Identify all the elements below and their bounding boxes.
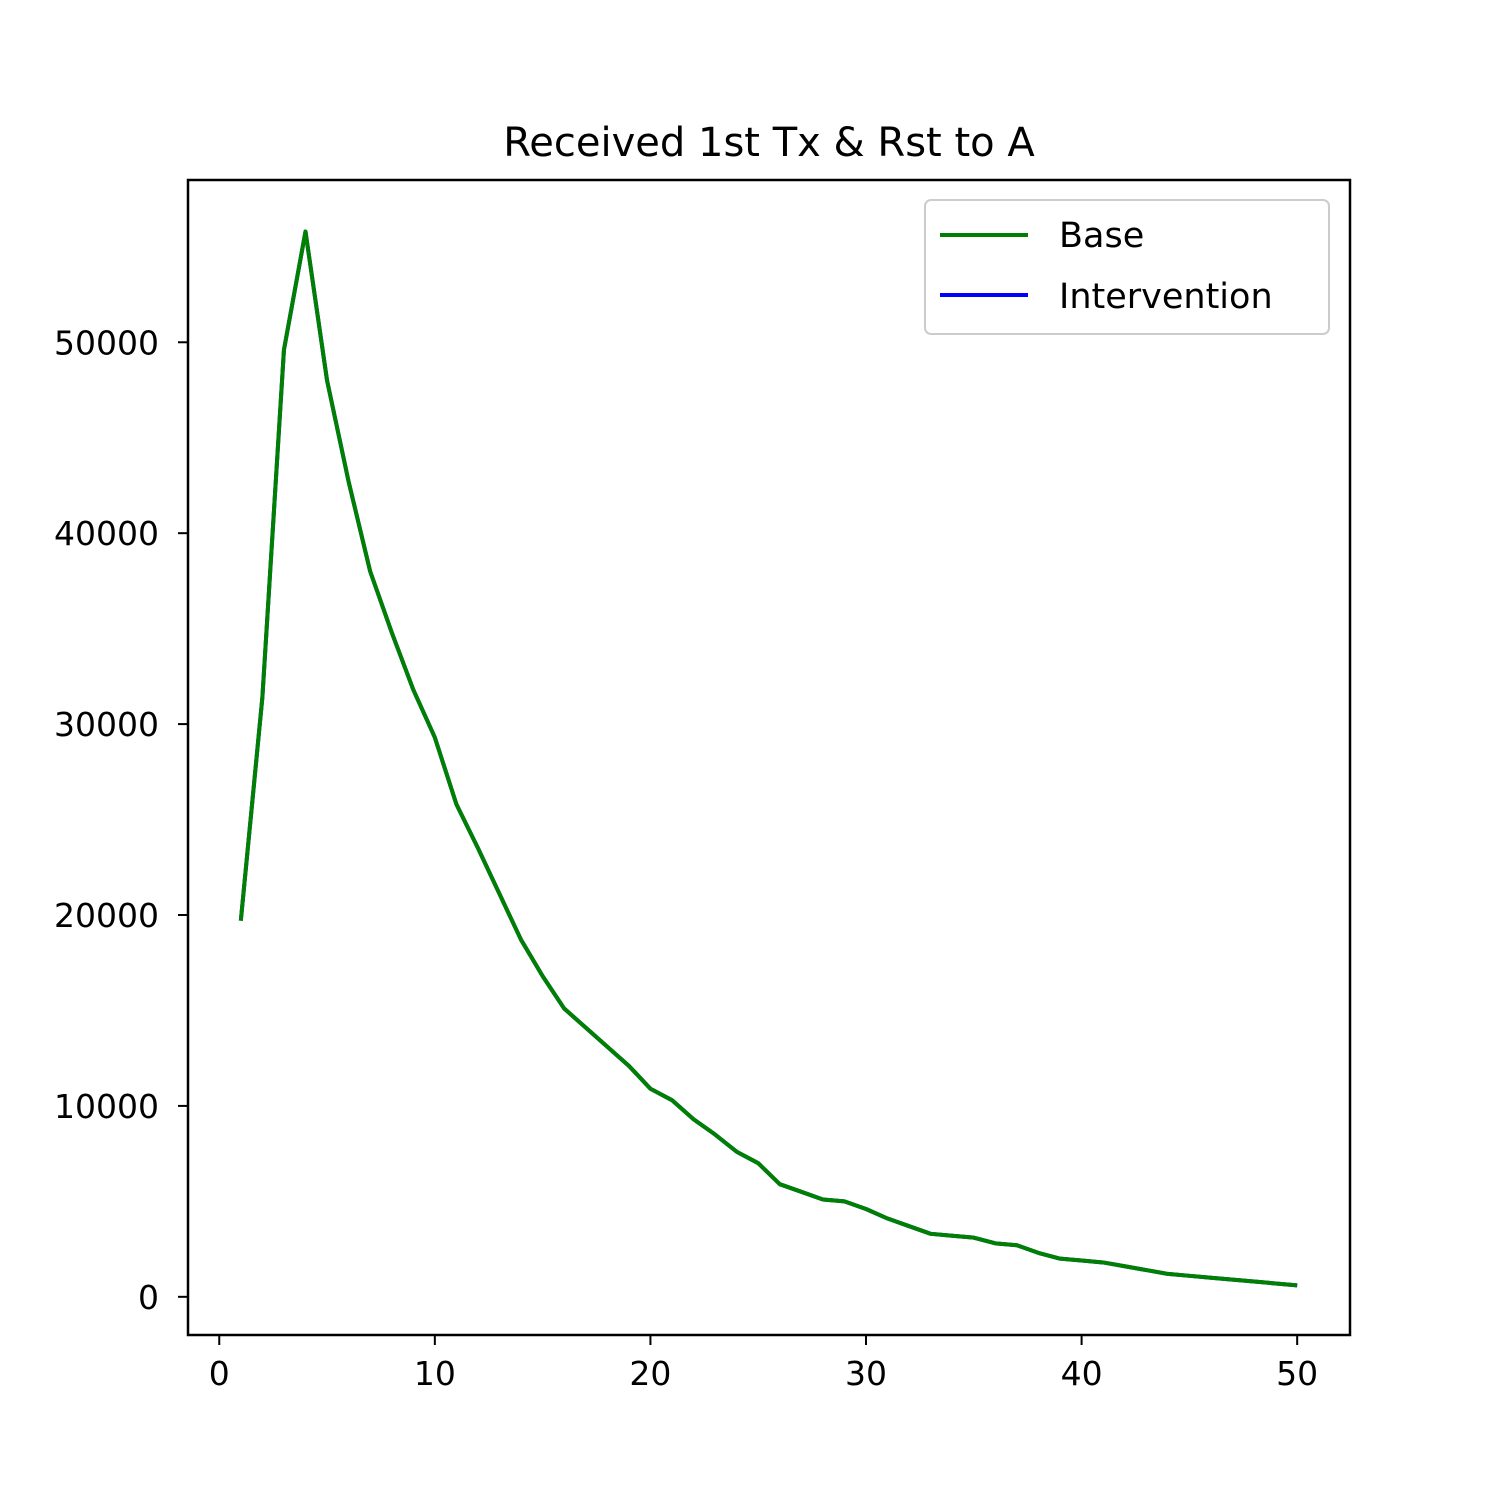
x-tick-label: 10 (414, 1354, 456, 1393)
x-tick-label: 20 (629, 1354, 671, 1393)
y-tick-label: 10000 (54, 1087, 159, 1126)
x-tick-label: 30 (845, 1354, 887, 1393)
x-tick-label: 40 (1061, 1354, 1103, 1393)
series-line-base (238, 229, 1298, 1288)
legend: Base Intervention (924, 199, 1330, 335)
x-axis: 0 10 20 30 40 50 (209, 1335, 1318, 1393)
y-tick-label: 50000 (54, 323, 159, 362)
y-tick-label: 20000 (54, 896, 159, 935)
chart-title: Received 1st Tx & Rst to A (503, 120, 1035, 166)
y-axis: 0 10000 20000 30000 40000 50000 (54, 323, 188, 1317)
series-layer (238, 229, 1298, 1288)
plot-frame (186, 178, 1352, 1337)
legend-label-base: Base (1059, 216, 1144, 256)
y-tick-label: 40000 (54, 514, 159, 553)
x-tick-label: 0 (209, 1354, 230, 1393)
y-tick-label: 0 (138, 1278, 159, 1317)
x-tick-label: 50 (1276, 1354, 1318, 1393)
legend-label-intervention: Intervention (1059, 277, 1273, 317)
y-tick-label: 30000 (54, 705, 159, 744)
